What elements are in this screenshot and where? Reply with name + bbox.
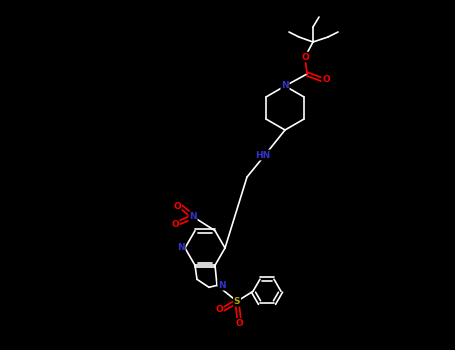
Text: O: O [301,52,309,62]
Text: O: O [171,220,179,229]
Text: O: O [173,202,181,211]
Text: HN: HN [255,150,271,160]
Text: N: N [189,212,197,221]
Text: O: O [235,319,243,328]
Text: O: O [322,76,330,84]
Text: N: N [281,82,289,91]
Text: N: N [177,244,185,252]
Text: N: N [218,281,226,290]
Text: HN: HN [255,150,271,160]
Text: O: O [215,305,223,314]
Text: S: S [234,297,240,306]
